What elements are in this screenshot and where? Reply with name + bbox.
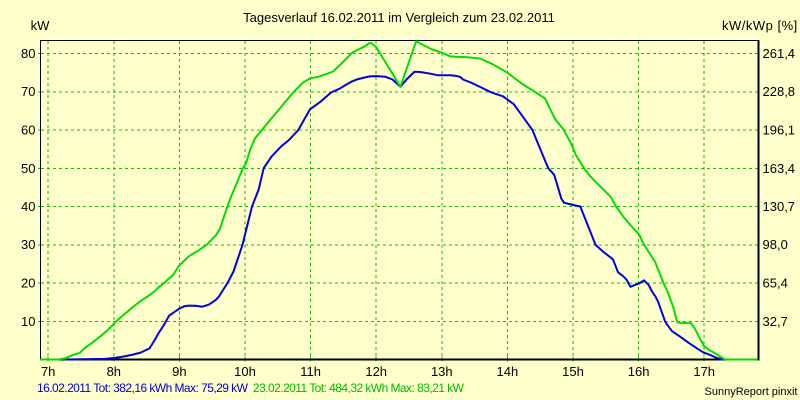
svg-text:kW/kWp [%]: kW/kWp [%] [722,18,798,33]
svg-text:80: 80 [21,46,35,61]
svg-text:261,4: 261,4 [763,46,796,61]
svg-text:7h: 7h [41,364,55,379]
svg-text:30: 30 [21,237,35,252]
svg-text:20: 20 [21,276,35,291]
svg-text:228,8: 228,8 [763,84,796,99]
svg-text:13h: 13h [431,364,453,379]
svg-text:17h: 17h [693,364,715,379]
svg-text:40: 40 [21,199,35,214]
svg-text:SunnyReport pinxit: SunnyReport pinxit [705,386,798,398]
svg-text:kW: kW [31,18,51,33]
svg-text:196,1: 196,1 [763,123,796,138]
svg-text:32,7: 32,7 [763,314,788,329]
svg-text:11h: 11h [300,364,321,379]
svg-text:130,7: 130,7 [763,199,796,214]
svg-text:12h: 12h [365,364,387,379]
svg-text:98,0: 98,0 [763,237,788,252]
svg-text:10h: 10h [234,364,256,379]
svg-text:70: 70 [21,84,35,99]
svg-text:50: 50 [21,161,35,176]
svg-text:Tagesverlauf 16.02.2011 im Ver: Tagesverlauf 16.02.2011 im Vergleich zum… [243,10,555,25]
svg-text:16.02.2011 Tot: 382,16 kWh Max: 16.02.2011 Tot: 382,16 kWh Max: 75,29 kW [37,381,249,395]
svg-text:8h: 8h [107,364,121,379]
svg-text:16h: 16h [628,364,650,379]
svg-text:10: 10 [21,314,35,329]
svg-text:65,4: 65,4 [763,276,788,291]
svg-text:9h: 9h [172,364,186,379]
svg-text:60: 60 [21,123,35,138]
svg-text:23.02.2011 Tot: 484,32 kWh Max: 23.02.2011 Tot: 484,32 kWh Max: 83,21 kW [253,381,465,395]
svg-text:163,4: 163,4 [763,161,796,176]
svg-text:14h: 14h [497,364,519,379]
svg-text:15h: 15h [562,364,584,379]
